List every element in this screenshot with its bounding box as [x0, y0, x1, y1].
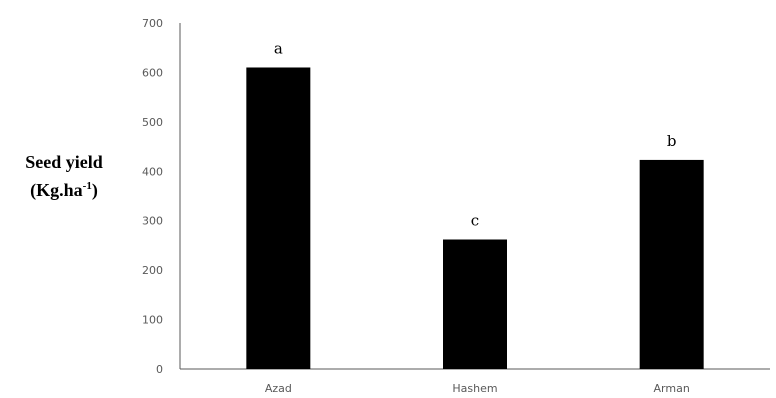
significance-letter: b [667, 132, 677, 150]
y-axis-label-superscript: -1 [83, 180, 92, 192]
y-axis-label-line1: Seed yield [25, 152, 103, 172]
y-tick-label: 200 [142, 264, 163, 277]
significance-letter: a [274, 39, 283, 57]
y-axis-label: Seed yield (Kg.ha-1) [25, 152, 103, 201]
bar-arman [639, 159, 704, 369]
significance-letters: a c b [274, 39, 677, 229]
bar-azad [246, 67, 311, 369]
y-tick-label: 300 [142, 215, 163, 228]
x-tick-label: Arman [654, 382, 690, 395]
y-axis-ticks: 0 100 200 300 400 500 600 700 [142, 17, 163, 376]
y-tick-label: 0 [156, 363, 163, 376]
significance-letter: c [471, 211, 479, 229]
bars [246, 67, 704, 369]
y-axis-label-close: ) [92, 180, 98, 201]
x-tick-label: Hashem [452, 382, 497, 395]
y-tick-label: 500 [142, 116, 163, 129]
x-axis-ticks: Azad Hashem Arman [265, 382, 690, 395]
x-tick-label: Azad [265, 382, 292, 395]
bar-hashem [443, 239, 507, 369]
y-tick-label: 600 [142, 66, 163, 79]
y-tick-label: 700 [142, 17, 163, 30]
y-axis-label-unit: (Kg.ha [30, 180, 83, 201]
y-axis-label-line2: (Kg.ha-1) [30, 180, 98, 201]
y-tick-label: 100 [142, 314, 163, 327]
y-tick-label: 400 [142, 165, 163, 178]
